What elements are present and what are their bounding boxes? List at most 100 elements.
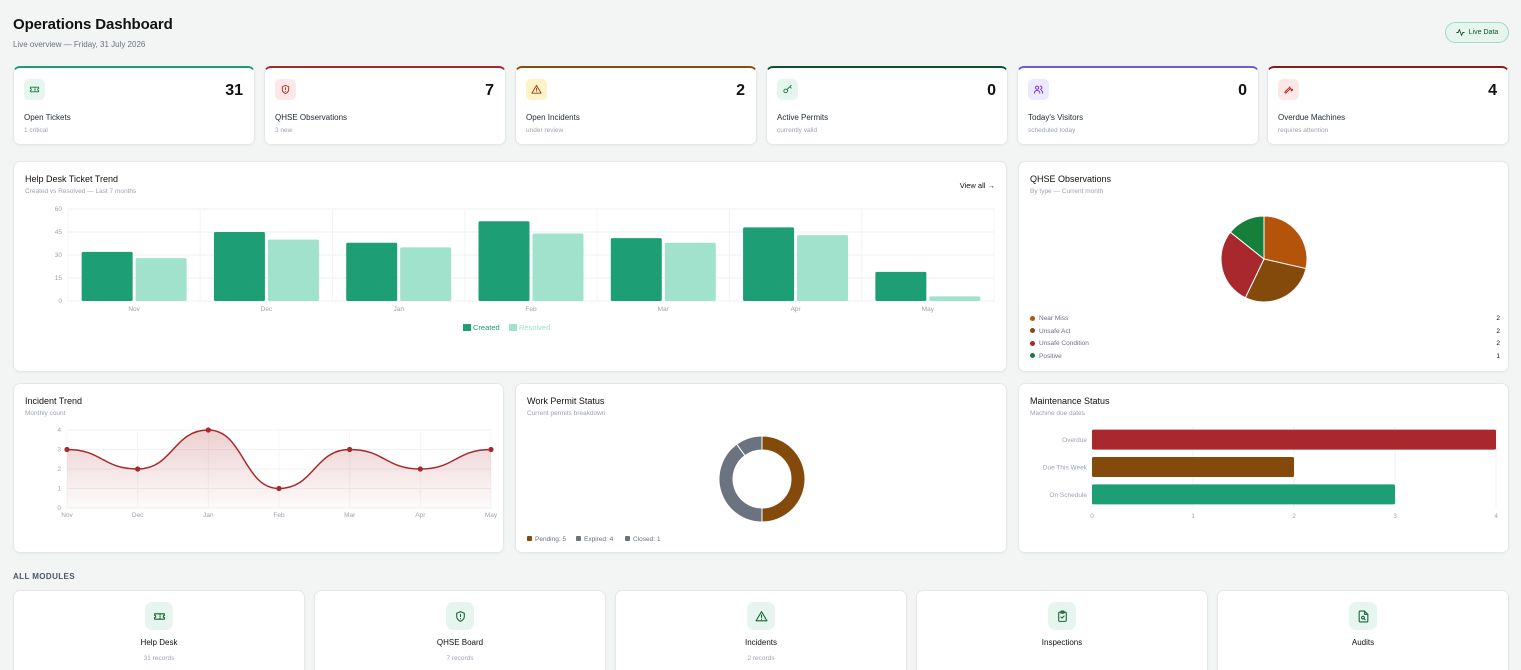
data-point bbox=[205, 427, 211, 433]
y-tick-label: 45 bbox=[55, 229, 63, 236]
card-title: Incident Trend bbox=[25, 396, 83, 406]
legend-swatch bbox=[509, 324, 517, 331]
legend-label: Unsafe Condition bbox=[1030, 340, 1089, 347]
page-subtitle: Live overview — Friday, 31 July 2026 bbox=[13, 40, 146, 49]
legend-value: 2 bbox=[1496, 340, 1500, 347]
users-icon bbox=[1028, 79, 1049, 100]
card-subtitle: Current permits breakdown bbox=[527, 410, 606, 417]
stat-sublabel: currently valid bbox=[777, 127, 818, 134]
module-card-help-desk[interactable]: Help Desk 31 records bbox=[13, 590, 305, 670]
shield-icon bbox=[275, 79, 296, 100]
stat-card-open-tickets[interactable]: 31 Open Tickets 1 critical bbox=[13, 66, 255, 145]
module-card-audits[interactable]: Audits bbox=[1217, 590, 1509, 670]
module-count: 31 records bbox=[143, 655, 175, 662]
stat-card-active-permits[interactable]: 0 Active Permits currently valid bbox=[766, 66, 1008, 145]
stat-card-qhse-observations[interactable]: 7 QHSE Observations 3 new bbox=[264, 66, 506, 145]
shield-icon bbox=[446, 602, 474, 630]
module-count: 7 records bbox=[446, 655, 474, 662]
stat-value: 0 bbox=[987, 82, 996, 99]
legend-value: 1 bbox=[1496, 352, 1500, 360]
bar-created bbox=[81, 251, 133, 301]
module-name: Incidents bbox=[744, 638, 778, 647]
live-data-button[interactable]: Live Data bbox=[1445, 22, 1509, 43]
live-data-label: Live Data bbox=[1468, 29, 1499, 36]
pie-slice-near-miss bbox=[1263, 215, 1308, 270]
legend-value: 2 bbox=[1496, 315, 1500, 322]
stat-value: 4 bbox=[1488, 82, 1497, 99]
legend-item: Unsafe Condition 2 bbox=[1030, 340, 1500, 347]
qhse-observations-card: QHSE Observations By type — Current mont… bbox=[1018, 161, 1509, 372]
module-card-inspections[interactable]: Inspections bbox=[916, 590, 1208, 670]
legend-value: 2 bbox=[1496, 327, 1500, 335]
card-title: Help Desk Ticket Trend bbox=[25, 174, 119, 184]
maintenance-bar-chart: 0 1 2 3 4 Overdue Due This Week On Schedule bbox=[1043, 426, 1498, 520]
x-tick-label: Apr bbox=[415, 512, 426, 519]
x-tick-label: Mar bbox=[658, 306, 670, 313]
data-point bbox=[488, 446, 494, 453]
card-title: Maintenance Status bbox=[1030, 396, 1110, 406]
bar-created bbox=[213, 232, 265, 301]
donut-slice-pending bbox=[761, 435, 806, 523]
bar-created bbox=[478, 221, 530, 301]
stat-value: 31 bbox=[225, 82, 243, 99]
y-tick-label: 4 bbox=[57, 427, 61, 434]
warning-icon bbox=[747, 602, 775, 630]
maintenance-status-card: Maintenance Status Machine due dates 0 1 2… bbox=[1018, 383, 1509, 553]
key-icon bbox=[777, 79, 798, 100]
legend-swatch bbox=[527, 536, 532, 541]
view-all-link[interactable]: View all → bbox=[959, 181, 995, 190]
incident-area-chart: 0 1 2 3 4 Nov Dec Jan Feb Mar Apr May bbox=[57, 427, 498, 519]
warning-icon bbox=[526, 79, 547, 100]
x-tick-label: 2 bbox=[1292, 513, 1296, 520]
bar-created bbox=[346, 242, 398, 301]
legend-dot bbox=[1030, 340, 1035, 346]
stat-sublabel: under review bbox=[526, 127, 564, 134]
data-point bbox=[347, 446, 353, 453]
work-permit-card: Work Permit Status Current permits break… bbox=[515, 383, 1007, 553]
x-tick-label: Apr bbox=[791, 306, 802, 313]
legend-label: Near Miss bbox=[1030, 315, 1068, 322]
x-tick-label: May bbox=[485, 512, 498, 519]
card-subtitle: Created vs Resolved — Last 7 months bbox=[25, 188, 137, 195]
stat-card-overdue-machines[interactable]: 4 Overdue Machines requires attention bbox=[1267, 66, 1509, 145]
module-card-incidents[interactable]: Incidents 2 records bbox=[615, 590, 907, 670]
x-tick-label: Jan bbox=[393, 306, 404, 313]
bar-due-this-week bbox=[1092, 457, 1294, 477]
bar-resolved bbox=[664, 242, 716, 301]
stat-card-open-incidents[interactable]: 2 Open Incidents under review bbox=[515, 66, 757, 145]
legend-item: Near Miss 2 bbox=[1030, 315, 1500, 322]
x-tick-label: Nov bbox=[128, 306, 140, 313]
page-title: Operations Dashboard bbox=[13, 16, 173, 33]
y-tick-label: 0 bbox=[57, 505, 61, 512]
legend-label: Closed: 1 bbox=[633, 536, 661, 543]
bar-resolved bbox=[267, 239, 319, 301]
module-card-qhse-board[interactable]: QHSE Board 7 records bbox=[314, 590, 606, 670]
legend-dot bbox=[1030, 328, 1035, 334]
stat-sublabel: 1 critical bbox=[24, 127, 48, 134]
x-tick-label: Dec bbox=[261, 306, 273, 313]
stat-sublabel: scheduled today bbox=[1028, 127, 1076, 134]
y-tick-label: 3 bbox=[57, 447, 61, 454]
x-tick-label: 1 bbox=[1191, 513, 1195, 520]
data-point bbox=[417, 466, 423, 472]
y-tick-label: 15 bbox=[55, 275, 63, 282]
legend-label: Created bbox=[473, 323, 500, 332]
stat-label: QHSE Observations bbox=[275, 113, 348, 122]
donut-slice-closed bbox=[736, 435, 763, 457]
x-tick-label: Feb bbox=[273, 512, 285, 519]
legend-dot bbox=[1030, 315, 1035, 321]
y-tick-label: 1 bbox=[57, 486, 61, 493]
wrench-icon bbox=[1278, 79, 1299, 100]
data-point bbox=[276, 485, 282, 492]
legend-dot bbox=[1030, 353, 1035, 359]
stat-sublabel: 3 new bbox=[275, 127, 293, 134]
helpdesk-bar-chart: 0 15 30 45 60 Nov Dec Jan Feb Mar Apr May Created Res… bbox=[55, 206, 995, 332]
x-tick-label: Mar bbox=[344, 512, 356, 519]
module-name: Audits bbox=[1351, 638, 1375, 647]
stat-card-todays-visitors[interactable]: 0 Today's Visitors scheduled today bbox=[1017, 66, 1259, 145]
card-subtitle: By type — Current month bbox=[1030, 188, 1104, 195]
x-tick-label: Feb bbox=[525, 306, 537, 313]
incident-trend-card: Incident Trend Monthly count 0 1 2 3 4 Nov Dec… bbox=[13, 383, 504, 553]
permit-donut-chart: Pending: 5 Expired: 4 Closed: 1 bbox=[527, 435, 806, 543]
module-name: Inspections bbox=[1041, 638, 1083, 647]
